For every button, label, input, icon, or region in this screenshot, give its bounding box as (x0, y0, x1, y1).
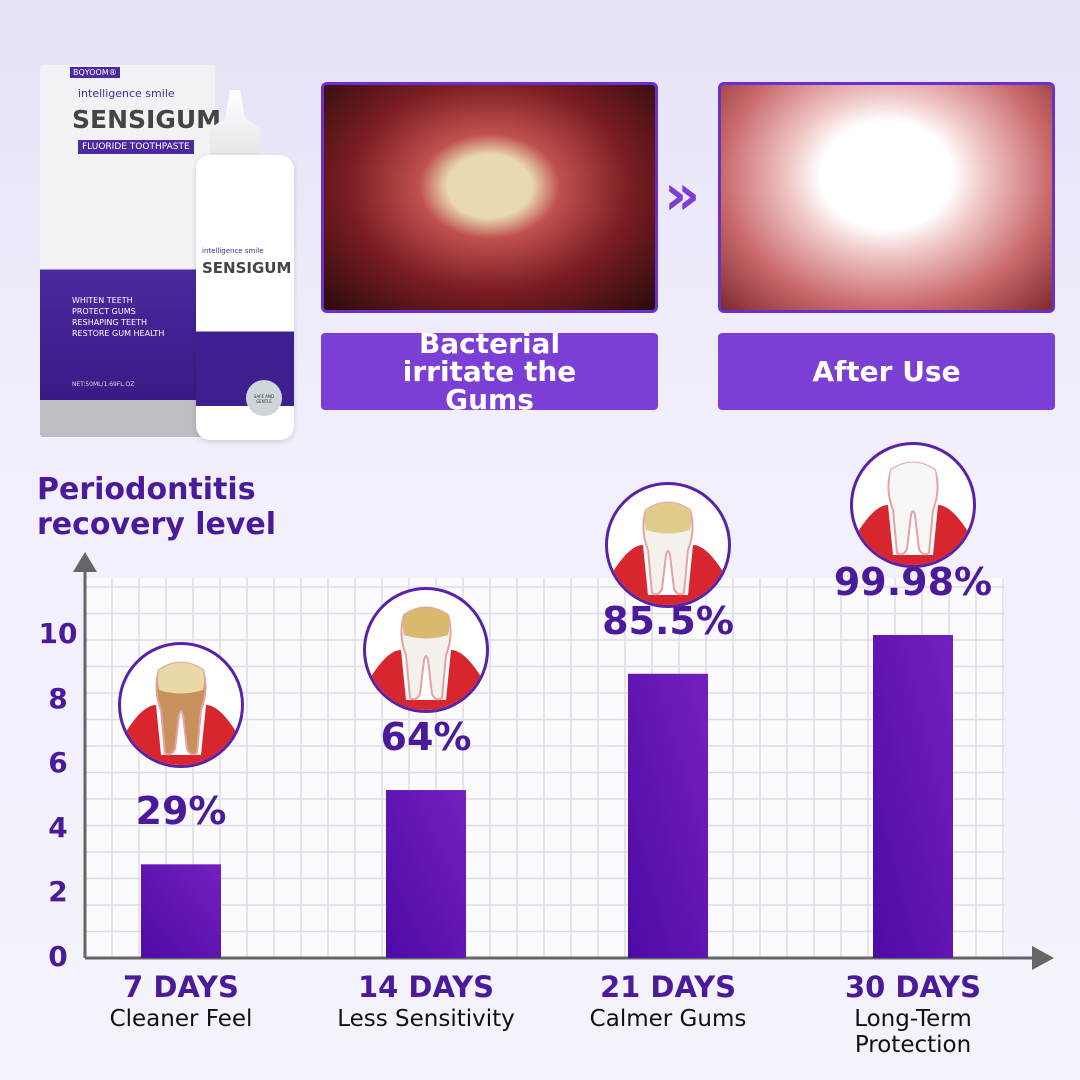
brand-label: BQYOOM® (70, 67, 120, 78)
x-category-subtitle: Less Sensitivity (337, 1006, 515, 1032)
x-category-subtitle: Cleaner Feel (109, 1006, 253, 1032)
toothpaste-bottle: intelligence smile SENSIGUM SAFE AND GEN… (196, 155, 294, 440)
y-tick-label: 2 (48, 875, 68, 909)
bar (628, 673, 708, 958)
bar (873, 635, 953, 958)
x-category-label: 14 DAYS (357, 970, 495, 1004)
bottle-badge: SAFE AND GENTLE (246, 380, 282, 416)
y-axis-arrow (73, 552, 97, 572)
bar (386, 790, 466, 958)
x-category-label: 21 DAYS (599, 970, 737, 1004)
tooth-with-heavy-plaque-icon (118, 642, 244, 768)
y-tick-label: 0 (48, 940, 68, 973)
y-tick-label: 8 (48, 681, 68, 715)
healthy-tooth-icon (850, 442, 976, 568)
after-photo (718, 82, 1055, 313)
toothpaste-box: BQYOOM® intelligence smile SENSIGUM FLUO… (40, 65, 221, 437)
plot-area (85, 578, 1005, 958)
data-label: 29% (135, 789, 227, 834)
chart-title: Periodontitis recovery level (37, 472, 277, 542)
double-chevron-right-icon: » (664, 163, 701, 228)
benefits-list: WHITEN TEETH PROTECT GUMS RESHAPING TEETH R… (72, 296, 165, 338)
y-tick-label: 4 (48, 810, 68, 844)
x-axis-arrow (1032, 946, 1054, 970)
y-tick-label: 10 (38, 617, 78, 650)
bottle-tagline: intelligence smile (202, 247, 264, 255)
before-label: Bacterial irritate the Gums (321, 329, 658, 413)
before-photo (321, 82, 658, 313)
x-category-subtitle: Calmer Gums (589, 1006, 747, 1032)
bar (141, 864, 221, 958)
after-label: After Use (718, 333, 1055, 410)
x-category-subtitle: Long-Term Protection (854, 1006, 972, 1058)
x-category-label: 30 DAYS (844, 970, 982, 1004)
tagline: intelligence smile (78, 87, 175, 100)
data-label: 64% (380, 715, 472, 760)
net-volume: NET:50ML/1.69FL.OZ (72, 381, 135, 388)
y-tick-label: 6 (48, 746, 68, 780)
tooth-with-plaque-icon (363, 587, 489, 713)
tooth-with-light-plaque-icon (605, 482, 731, 608)
x-category-label: 7 DAYS (123, 970, 239, 1004)
product-type: FLUORIDE TOOTHPASTE (78, 140, 194, 154)
product-name: SENSIGUM (72, 105, 222, 134)
bottle-name: SENSIGUM (202, 259, 292, 277)
